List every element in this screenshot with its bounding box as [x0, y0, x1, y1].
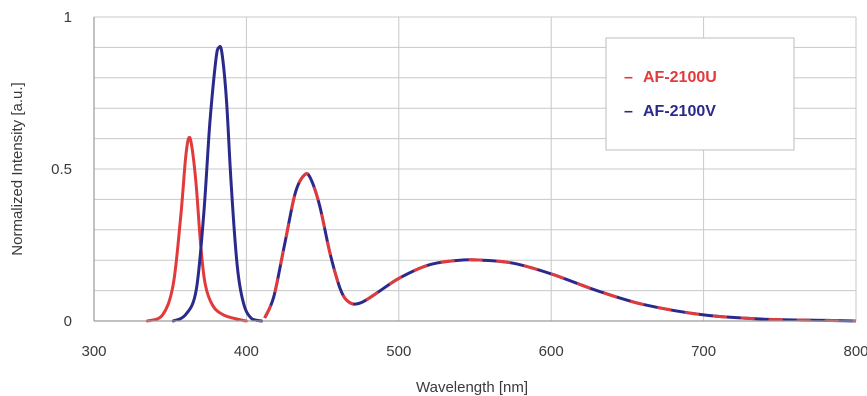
y-tick-label: 1	[64, 9, 72, 26]
legend-box	[605, 37, 795, 151]
series-line-af-2100v	[171, 44, 264, 323]
legend-marker-af2100v: –	[624, 103, 633, 120]
legend-label-af2100v: AF-2100V	[643, 103, 716, 120]
x-tick-label: 400	[234, 343, 259, 360]
x-tick-label: 700	[691, 343, 716, 360]
x-tick-label: 600	[539, 343, 564, 360]
y-axis-title: Normalized Intensity [a.u.]	[9, 82, 26, 255]
series-tail-af-2100u	[263, 172, 857, 323]
series-line-af-2100u	[145, 135, 248, 323]
legend-marker-af2100u: –	[624, 69, 633, 86]
x-tick-label: 800	[843, 343, 867, 360]
legend-label-af2100u: AF-2100U	[643, 69, 717, 86]
x-tick-label: 300	[81, 343, 106, 360]
legend: – AF-2100U – AF-2100V	[605, 37, 795, 151]
x-axis-title: Wavelength [nm]	[416, 379, 528, 396]
series-tail-af-2100v	[263, 172, 857, 323]
y-tick-label: 0.5	[51, 161, 72, 178]
x-tick-label: 500	[386, 343, 411, 360]
axes: 300 400 500 600 700 800 0 0.5 1	[51, 9, 867, 360]
y-tick-label: 0	[64, 313, 72, 330]
series-layer	[145, 44, 857, 323]
